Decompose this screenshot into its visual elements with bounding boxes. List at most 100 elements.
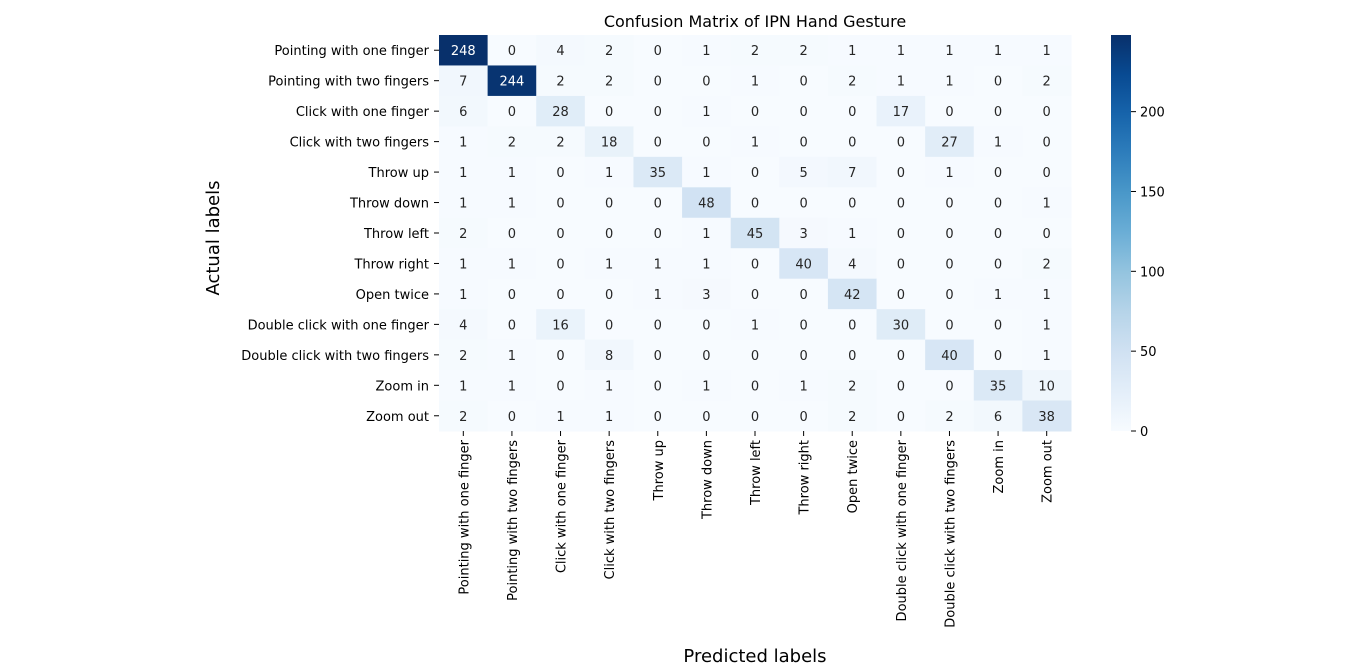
cell-value-label: 1 [897,44,905,59]
cell-value-label: 0 [994,105,1002,120]
cell-value-label: 0 [799,288,807,303]
heatmap-cell [536,187,586,219]
cell-value-label: 1 [605,379,613,394]
cell-value-label: 0 [654,75,662,90]
cell-value-label: 0 [897,410,905,425]
heatmap-cell [439,248,489,280]
heatmap-cell [925,339,975,371]
heatmap-cell [779,35,829,66]
cell-value-label: 248 [451,44,476,59]
y-tick-label: Throw right [353,257,429,272]
cell-value-label: 0 [945,318,953,333]
x-tick-label: Click with one finger [555,439,570,573]
cell-value-label: 0 [654,44,662,59]
heatmap-cell [973,65,1023,97]
cell-value-label: 0 [799,136,807,151]
heatmap-cell [876,156,926,188]
cell-value-label: 0 [848,136,856,151]
cell-value-label: 0 [654,197,662,212]
heatmap-cell [682,187,732,219]
heatmap-cell [584,370,634,402]
heatmap-cell [633,65,683,97]
y-tick-label: Click with one finger [296,105,430,120]
y-tick-label: Pointing with two fingers [268,75,429,90]
heatmap-cell [487,95,537,127]
cell-value-label: 2 [556,75,564,90]
heatmap-cell [925,278,975,310]
cell-value-label: 2 [848,75,856,90]
cell-value-label: 0 [751,288,759,303]
x-tick-label: Zoom in [992,440,1007,493]
heatmap-cell [439,309,489,341]
cell-value-label: 1 [1043,288,1051,303]
heatmap-cell [730,400,780,432]
cell-value-label: 1 [751,318,759,333]
cell-value-label: 1 [654,257,662,272]
heatmap-cell [584,217,634,249]
heatmap-cell [925,370,975,402]
heatmap-cell [682,95,732,127]
heatmap-cell [973,156,1023,188]
cell-value-label: 1 [459,197,467,212]
heatmap-cell [876,35,926,66]
cell-value-label: 1 [459,379,467,394]
cell-value-label: 0 [848,349,856,364]
heatmap-cell [439,126,489,158]
cell-value-label: 1 [654,288,662,303]
cell-value-label: 0 [654,379,662,394]
x-tick-label: Zoom out [1041,440,1056,503]
cell-value-label: 4 [848,257,856,272]
cell-value-label: 0 [508,227,516,242]
cell-value-label: 8 [605,349,613,364]
cell-value-label: 0 [799,318,807,333]
heatmap-cell [730,248,780,280]
cell-value-label: 1 [605,410,613,425]
cell-value-label: 2 [848,410,856,425]
cell-value-label: 0 [897,197,905,212]
colorbar-tick-label: 150 [1140,185,1165,200]
y-axis-label: Actual labels [203,180,224,295]
heatmap-cell [1022,126,1072,158]
heatmap-cell [827,400,878,432]
cell-value-label: 1 [1043,44,1051,59]
heatmap-cell [876,65,926,97]
heatmap-cell [779,278,829,310]
cell-value-label: 1 [1043,349,1051,364]
heatmap-cell [682,217,732,249]
y-tick-label: Double click with two fingers [241,349,429,364]
cell-value-label: 2 [605,75,613,90]
colorbar: 0 50 100 150 200 [1111,35,1165,440]
heatmap-cell [925,187,975,219]
cell-value-label: 0 [654,349,662,364]
cell-value-label: 0 [799,410,807,425]
cell-value-label: 0 [605,318,613,333]
cell-value-label: 0 [799,197,807,212]
heatmap-cell [779,187,829,219]
cell-value-label: 1 [605,166,613,181]
cell-value-label: 0 [1043,166,1051,181]
heatmap-cell [1022,187,1072,219]
heatmap-cell [536,339,586,371]
heatmap-cell [876,400,926,432]
cell-value-label: 1 [459,288,467,303]
colorbar-tick-label: 0 [1140,425,1148,440]
cell-value-label: 0 [897,288,905,303]
cell-value-label: 0 [897,379,905,394]
heatmap-cell [1022,370,1072,402]
heatmap-cell [682,400,732,432]
heatmap-cell [827,35,878,66]
heatmap-cell [584,278,634,310]
heatmap-cell [536,126,586,158]
heatmap-cell [439,370,489,402]
cell-value-label: 1 [897,75,905,90]
cell-value-label: 0 [799,105,807,120]
heatmap-cell [730,278,780,310]
heatmap-cell [779,309,829,341]
heatmap-cell [779,126,829,158]
cell-value-label: 0 [799,349,807,364]
heatmap-cell [682,339,732,371]
cell-value-label: 0 [751,379,759,394]
cell-value-label: 2 [605,44,613,59]
heatmap-cell [682,35,732,66]
